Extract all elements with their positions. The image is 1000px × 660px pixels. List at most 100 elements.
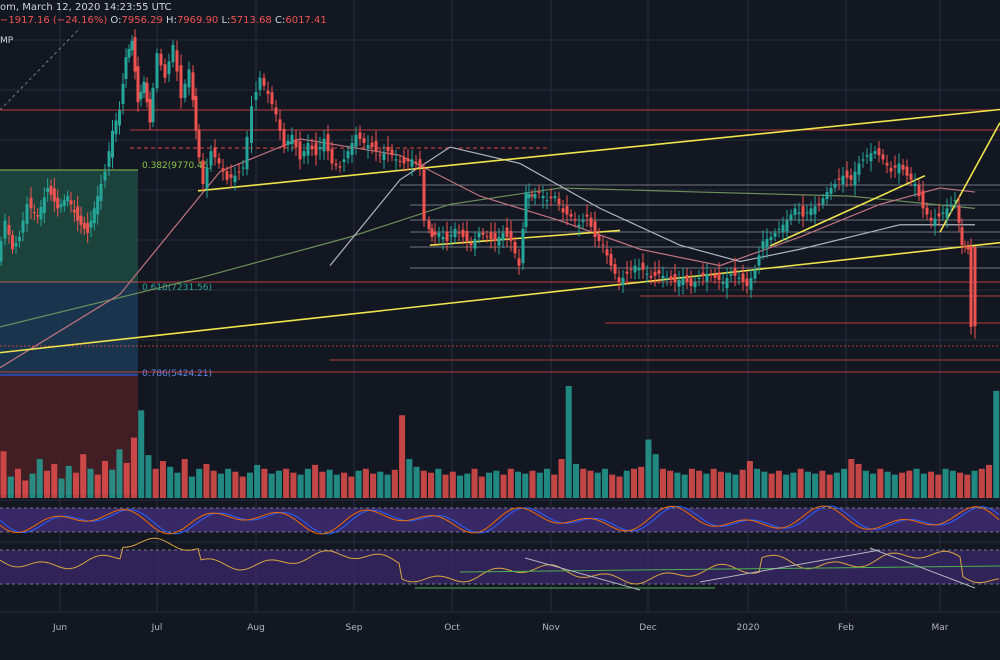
volume-bar <box>145 455 152 498</box>
candle-body <box>457 232 461 234</box>
candle-body <box>897 163 901 174</box>
candle-body <box>326 134 330 152</box>
candle-body <box>266 90 270 94</box>
volume-bar <box>348 476 355 498</box>
rsi-band <box>0 550 1000 584</box>
volume-bar <box>14 468 22 498</box>
low-label: L: <box>221 15 231 26</box>
trendline <box>0 241 1000 354</box>
candle-body <box>145 82 149 103</box>
candle-body <box>963 245 967 248</box>
candle-body <box>741 273 745 282</box>
volume-bar <box>609 474 616 498</box>
candle-body <box>229 174 233 178</box>
volume-bar <box>312 464 319 498</box>
candle-body <box>941 212 945 214</box>
high-label: H: <box>166 15 177 26</box>
volume-bar <box>116 449 123 498</box>
candle-body <box>673 274 677 282</box>
candle-body <box>342 159 346 163</box>
candle-body <box>677 279 681 287</box>
candle-body <box>114 120 118 135</box>
volume-bar <box>826 474 833 498</box>
candle-body <box>789 214 793 220</box>
candle-body <box>414 161 418 164</box>
candle-body <box>697 277 701 279</box>
candle-body <box>937 213 941 217</box>
volume-bar <box>471 468 478 498</box>
candle-body <box>362 138 366 144</box>
candle-body <box>497 236 501 246</box>
ma-green-line <box>0 187 976 328</box>
candle-body <box>382 153 386 160</box>
volume-bar <box>43 470 51 498</box>
candle-body <box>453 228 457 238</box>
candle-body <box>469 242 473 246</box>
volume-bar <box>225 468 232 498</box>
candle-body <box>213 147 217 158</box>
candle-body <box>509 230 513 242</box>
volume-bar <box>457 475 464 498</box>
ma-pink-line <box>0 138 976 369</box>
candle-body <box>290 134 294 145</box>
candle-body <box>601 244 605 246</box>
candle-body <box>406 158 410 162</box>
candle-body <box>139 91 143 100</box>
volume-bar <box>420 470 427 498</box>
candle-body <box>237 171 241 173</box>
candle-body <box>537 191 541 193</box>
fib-label: 0.786(5424.21) <box>142 369 212 379</box>
candle-body <box>505 227 509 237</box>
candle-body <box>581 220 585 222</box>
candle-body <box>757 255 761 266</box>
volume-bar <box>377 471 384 498</box>
candle-body <box>302 151 306 157</box>
candle-body <box>885 162 889 166</box>
candle-body <box>427 220 431 229</box>
volume-bar <box>290 472 297 498</box>
volume-bar <box>232 471 239 498</box>
candle-body <box>21 220 25 233</box>
candle-body <box>629 269 633 271</box>
candle-body <box>689 278 693 287</box>
candle-body <box>729 273 733 276</box>
candle-body <box>669 276 673 280</box>
candle-body <box>358 132 362 139</box>
candle-body <box>350 143 354 155</box>
candle-body <box>410 159 414 167</box>
candle-body <box>681 277 685 285</box>
volume-bar <box>645 439 652 498</box>
candle-body <box>530 194 534 197</box>
candle-body <box>857 163 861 175</box>
candle-body <box>781 224 785 233</box>
candle-body <box>705 273 709 282</box>
trendline <box>769 174 926 247</box>
candle-body <box>0 241 3 262</box>
candle-body <box>86 222 90 233</box>
candle-body <box>557 198 561 205</box>
candle-body <box>127 49 131 58</box>
candle-body <box>517 258 521 266</box>
candle-body <box>175 50 179 72</box>
volume-bar <box>558 459 565 498</box>
candle-body <box>286 140 290 145</box>
candle-body <box>76 206 80 221</box>
candle-body <box>330 148 334 164</box>
volume-bar <box>254 464 261 498</box>
candle-body <box>205 167 209 189</box>
candle-body <box>621 277 625 286</box>
candle-body <box>32 212 36 214</box>
candle-body <box>625 271 629 274</box>
volume-bar <box>870 473 877 498</box>
candle-body <box>171 44 175 63</box>
candle-body <box>461 229 465 237</box>
volume-bar <box>58 478 65 498</box>
x-tick-label: Jul <box>151 623 163 633</box>
symbol-date: om, March 12, 2020 14:23:55 UTC <box>0 2 172 13</box>
volume-bar <box>384 474 391 498</box>
volume-bar <box>565 386 572 498</box>
volume-bar <box>500 474 507 498</box>
candle-body <box>338 166 342 168</box>
volume-bar <box>493 470 500 498</box>
